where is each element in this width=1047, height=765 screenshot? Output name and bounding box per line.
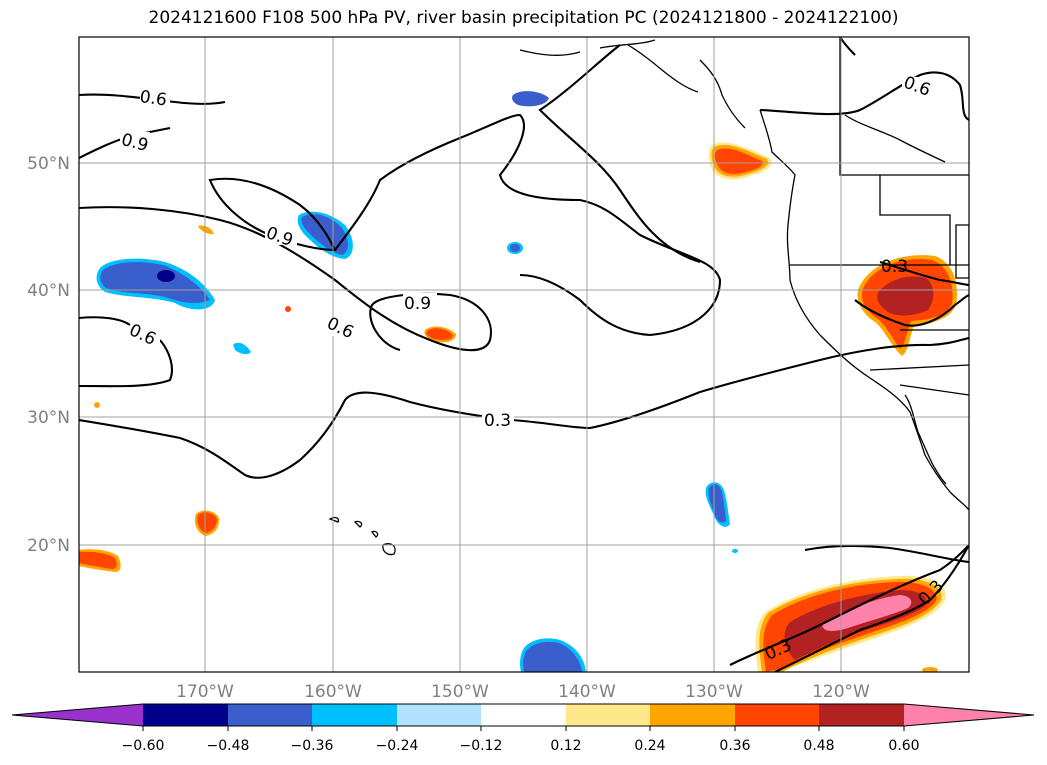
lon-tick-label: 120°W: [812, 682, 870, 702]
colorbar-tick-label: −0.60: [122, 738, 165, 754]
contour-label: 0.6: [138, 87, 168, 111]
colorbar-tick-label: −0.24: [376, 738, 419, 754]
colorbar-segment: [566, 704, 650, 726]
pv-contours: [79, 37, 969, 672]
contour-label: 0.3: [484, 411, 511, 431]
colorbar-segment: [397, 704, 481, 726]
colorbar-segment: [143, 704, 228, 726]
colorbar-segment: [481, 704, 566, 726]
map-title: 2024121600 F108 500 hPa PV, river basin …: [148, 8, 899, 28]
colorbar-segment: [819, 704, 904, 726]
lon-tick-label: 130°W: [685, 682, 743, 702]
coastlines: [328, 37, 969, 556]
contour-label: 0.9: [404, 294, 431, 314]
lon-tick-label: 150°W: [431, 682, 489, 702]
precip-negative-areas: [96, 91, 738, 672]
lat-tick-label: 40°N: [27, 281, 70, 301]
precip-positive-areas: [79, 142, 958, 672]
lon-tick-label: 140°W: [558, 682, 616, 702]
colorbar-extend-high: [904, 704, 1034, 726]
lat-tick-label: 30°N: [27, 408, 70, 428]
colorbar-tick-label: −0.12: [460, 738, 503, 754]
lat-tick-label: 50°N: [27, 154, 70, 174]
lat-tick-label: 20°N: [27, 536, 70, 556]
lat-tick-labels: 50°N 40°N 30°N 20°N: [27, 154, 70, 556]
colorbar-tick-label: 0.48: [803, 738, 834, 754]
graticule: [79, 37, 969, 672]
colorbar-tick-label: 0.24: [634, 738, 665, 754]
colorbar-segment: [312, 704, 397, 726]
colorbar-segment: [228, 704, 312, 726]
colorbar-tick-label: 0.36: [719, 738, 750, 754]
colorbar-tick-label: 0.60: [888, 738, 919, 754]
contour-label: 0.3: [881, 257, 908, 277]
colorbar-tick-label: −0.48: [207, 738, 250, 754]
map-frame: [78, 36, 970, 673]
colorbar-segment: [650, 704, 735, 726]
colorbar-ticks: [142, 726, 905, 731]
lon-tick-labels: 170°W 160°W 150°W 140°W 130°W 120°W: [176, 682, 870, 702]
colorbar-tick-label: 0.12: [550, 738, 581, 754]
map-area: [79, 37, 969, 672]
colorbar-tick-label: −0.36: [291, 738, 334, 754]
lon-tick-label: 160°W: [304, 682, 362, 702]
colorbar-extend-low: [12, 704, 143, 726]
lon-tick-label: 170°W: [176, 682, 234, 702]
colorbar-segment: [735, 704, 819, 726]
colorbar: −0.60 −0.48 −0.36 −0.24 −0.12 0.12 0.24 …: [11, 703, 1035, 754]
